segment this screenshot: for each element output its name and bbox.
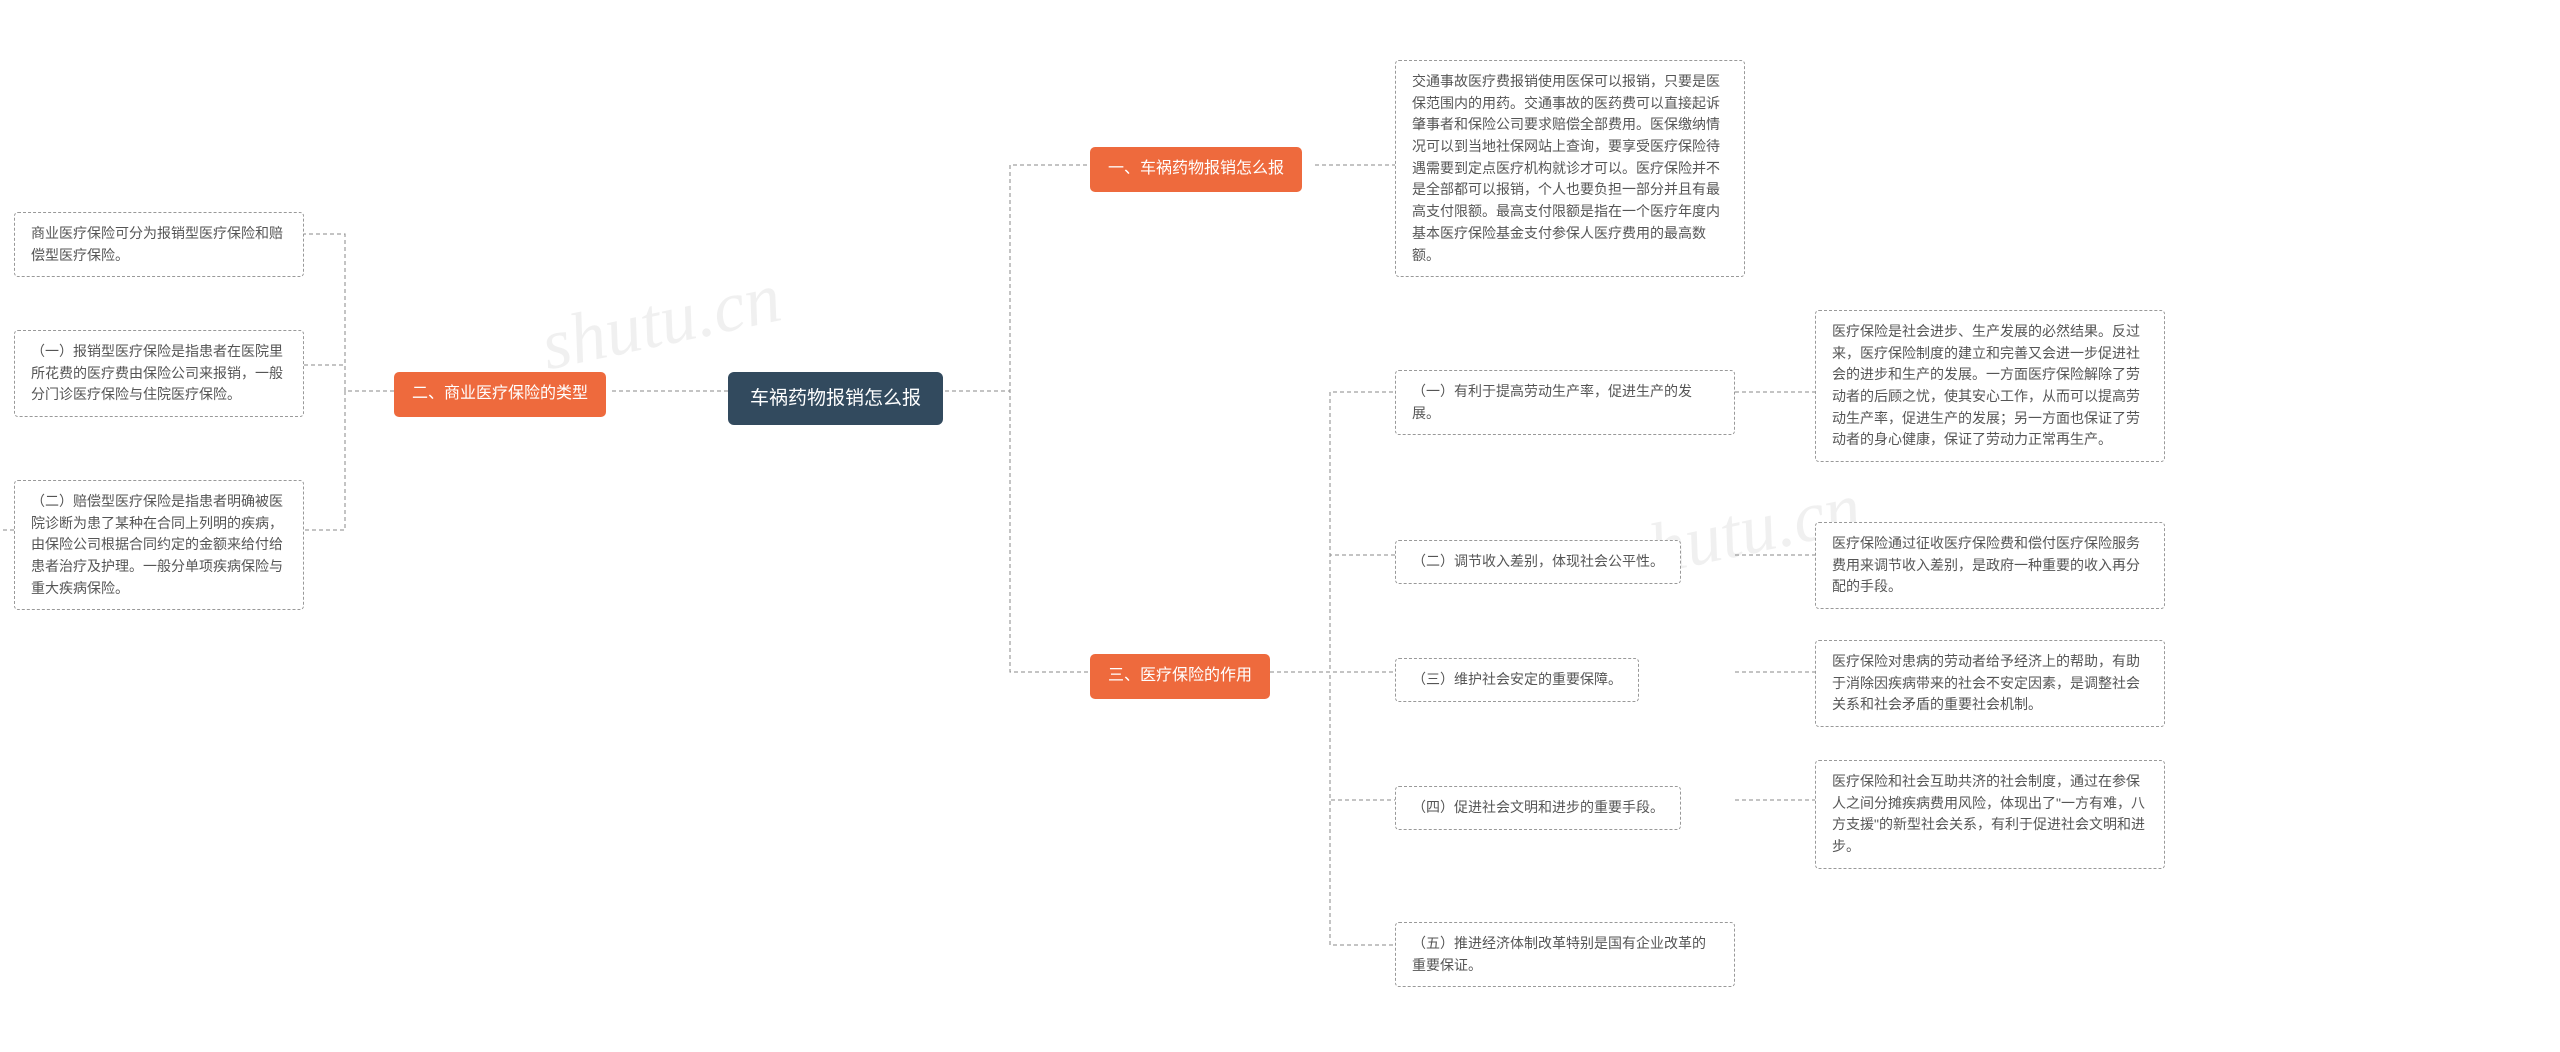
branch-three-leaf-two: （二）调节收入差别，体现社会公平性。 bbox=[1395, 540, 1681, 584]
branch-three-leaf-one-sub: 医疗保险是社会进步、生产发展的必然结果。反过来，医疗保险制度的建立和完善又会进一… bbox=[1815, 310, 2165, 462]
branch-three-leaf-five: （五）推进经济体制改革特别是国有企业改革的重要保证。 bbox=[1395, 922, 1735, 987]
branch-one-leaf: 交通事故医疗费报销使用医保可以报销，只要是医保范围内的用药。交通事故的医药费可以… bbox=[1395, 60, 1745, 277]
branch-two-leaf-three: （二）赔偿型医疗保险是指患者明确被医院诊断为患了某种在合同上列明的疾病，由保险公… bbox=[14, 480, 304, 610]
branch-three-leaf-one: （一）有利于提高劳动生产率，促进生产的发展。 bbox=[1395, 370, 1735, 435]
branch-three-leaf-two-sub: 医疗保险通过征收医疗保险费和偿付医疗保险服务费用来调节收入差别，是政府一种重要的… bbox=[1815, 522, 2165, 609]
branch-three: 三、医疗保险的作用 bbox=[1090, 654, 1270, 699]
watermark: shutu.cn bbox=[534, 256, 788, 387]
branch-three-leaf-four-sub: 医疗保险和社会互助共济的社会制度，通过在参保人之间分摊疾病费用风险，体现出了"一… bbox=[1815, 760, 2165, 869]
branch-three-leaf-three-sub: 医疗保险对患病的劳动者给予经济上的帮助，有助于消除因疾病带来的社会不安定因素，是… bbox=[1815, 640, 2165, 727]
branch-one: 一、车祸药物报销怎么报 bbox=[1090, 147, 1302, 192]
branch-three-leaf-three: （三）维护社会安定的重要保障。 bbox=[1395, 658, 1639, 702]
branch-two-leaf-one: 商业医疗保险可分为报销型医疗保险和赔偿型医疗保险。 bbox=[14, 212, 304, 277]
branch-two-leaf-two: （一）报销型医疗保险是指患者在医院里所花费的医疗费由保险公司来报销，一般分门诊医… bbox=[14, 330, 304, 417]
branch-three-leaf-four: （四）促进社会文明和进步的重要手段。 bbox=[1395, 786, 1681, 830]
branch-two: 二、商业医疗保险的类型 bbox=[394, 372, 606, 417]
root-node: 车祸药物报销怎么报 bbox=[728, 372, 943, 425]
